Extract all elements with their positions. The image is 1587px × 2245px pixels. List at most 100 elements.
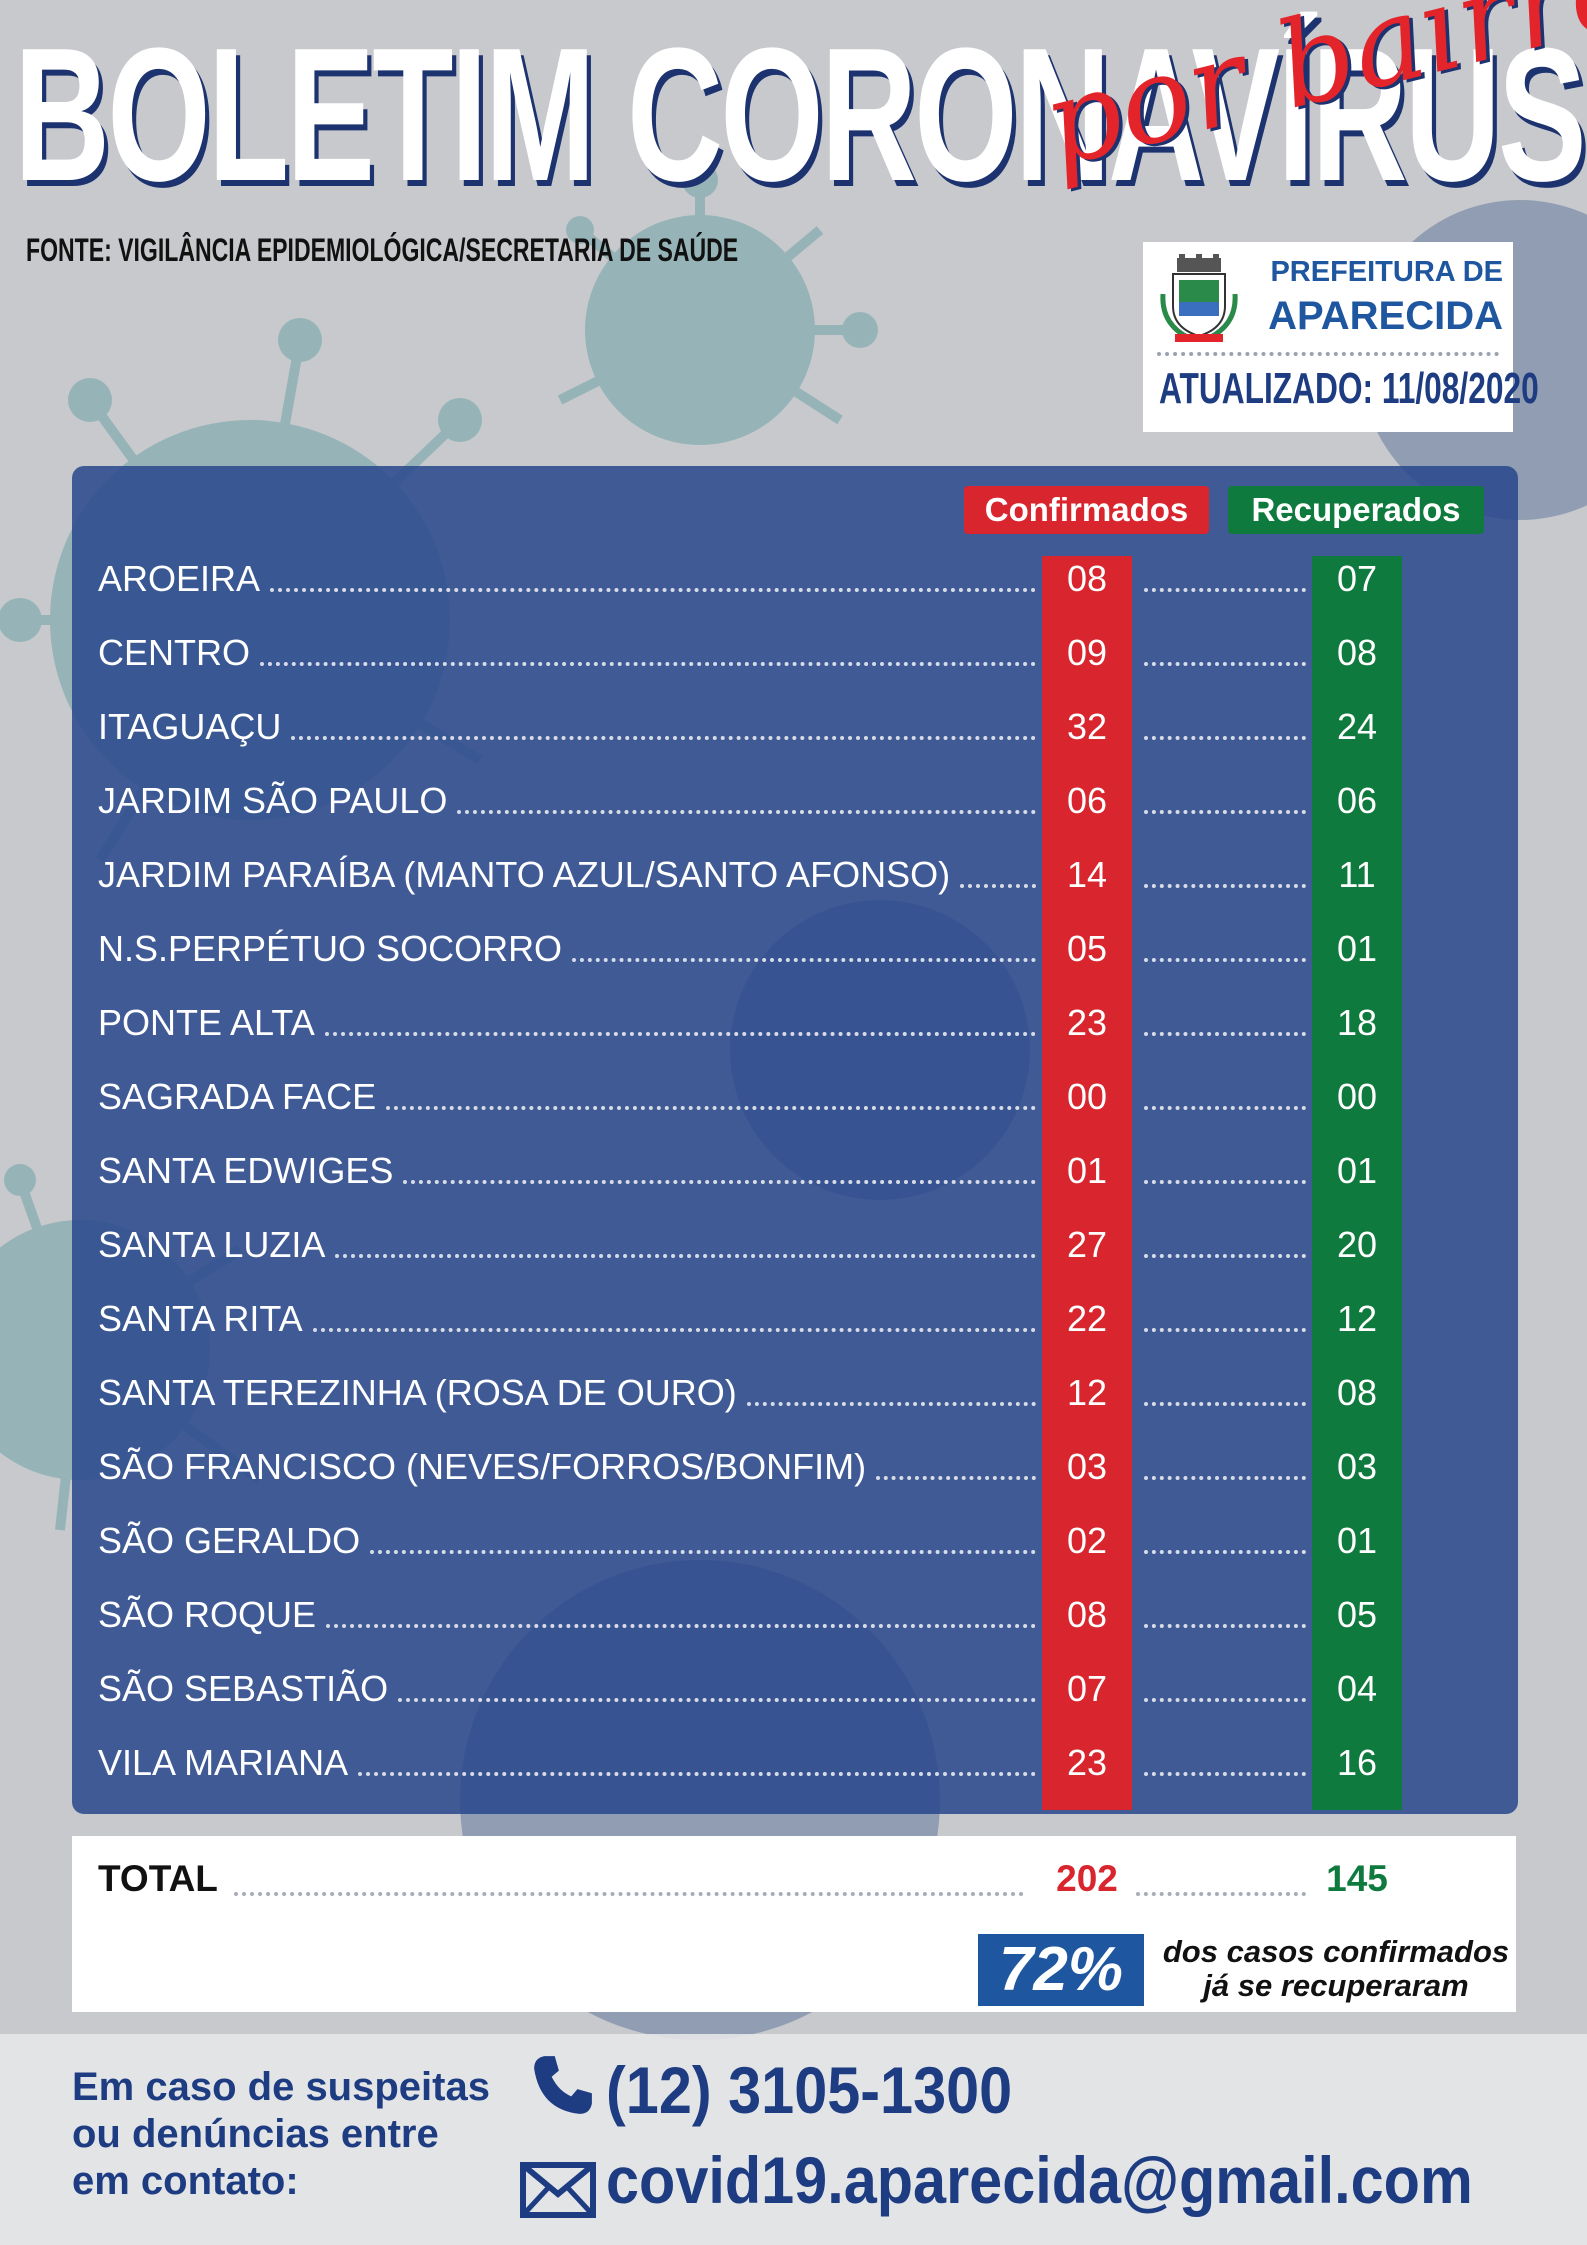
confirmed-count: 23 xyxy=(1066,1002,1108,1043)
total-recovered: 145 xyxy=(1326,1858,1388,1899)
recovery-percent-badge: 72% xyxy=(978,1934,1144,2006)
leader-dots xyxy=(358,1772,1036,1776)
confirmed-count: 27 xyxy=(1066,1224,1108,1265)
table-row: SÃO SEBASTIÃO 07 04 xyxy=(98,1658,1438,1732)
leader-dots xyxy=(335,1254,1036,1258)
leader-dots xyxy=(1144,1550,1306,1554)
recovered-count: 20 xyxy=(1336,1224,1378,1265)
leader-dots xyxy=(572,958,1036,962)
recovered-count: 01 xyxy=(1336,1150,1378,1191)
neighborhood-name: CENTRO xyxy=(98,632,250,673)
neighborhood-name: VILA MARIANA xyxy=(98,1742,349,1783)
recovered-count: 11 xyxy=(1338,854,1376,895)
table-row: AROEIRA 08 07 xyxy=(98,548,1438,622)
neighborhood-name: SÃO ROQUE xyxy=(98,1594,317,1635)
neighborhood-name: SÃO FRANCISCO (NEVES/FORROS/BONFIM) xyxy=(98,1446,867,1487)
leader-dots xyxy=(1144,1032,1306,1036)
recovered-count: 18 xyxy=(1336,1002,1378,1043)
confirmed-count: 07 xyxy=(1066,1668,1108,1709)
confirmed-count: 06 xyxy=(1066,780,1108,821)
leader-dots xyxy=(1144,1328,1306,1332)
recovered-count: 12 xyxy=(1336,1298,1378,1339)
recovered-count: 16 xyxy=(1336,1742,1378,1783)
table-row: N.S.PERPÉTUO SOCORRO 05 01 xyxy=(98,918,1438,992)
envelope-icon xyxy=(520,2162,596,2218)
neighborhood-name: JARDIM PARAÍBA (MANTO AZUL/SANTO AFONSO) xyxy=(98,854,951,895)
neighborhood-name: SÃO GERALDO xyxy=(98,1520,361,1561)
leader-dots xyxy=(1144,884,1306,888)
neighborhood-name: PONTE ALTA xyxy=(98,1002,315,1043)
leader-dots xyxy=(313,1328,1036,1332)
confirmed-count: 08 xyxy=(1066,1594,1108,1635)
recovered-count: 08 xyxy=(1336,632,1378,673)
leader-dots xyxy=(386,1106,1036,1110)
neighborhood-name: SANTA LUZIA xyxy=(98,1224,326,1265)
city-logo-card: PREFEITURA DE APARECIDA ATUALIZADO: 11/0… xyxy=(1143,242,1539,432)
confirmed-count: 02 xyxy=(1066,1520,1108,1561)
leader-dots xyxy=(260,662,1036,666)
confirmed-count: 09 xyxy=(1066,632,1108,673)
recovered-header: Recuperados xyxy=(1228,486,1484,534)
leader-dots xyxy=(747,1402,1036,1406)
recovered-count: 00 xyxy=(1336,1076,1378,1117)
table-row: SANTA EDWIGES 01 01 xyxy=(98,1140,1438,1214)
neighborhood-name: SÃO SEBASTIÃO xyxy=(98,1668,389,1709)
city-name: APARECIDA xyxy=(1268,294,1503,338)
contact-footer: Em caso de suspeitas ou denúncias entre … xyxy=(0,2034,1587,2245)
confirmed-count: 01 xyxy=(1066,1150,1108,1191)
leader-dots xyxy=(1144,1772,1306,1776)
updated-date: ATUALIZADO: 11/08/2020 xyxy=(1159,364,1539,413)
confirmed-count: 08 xyxy=(1066,558,1108,599)
leader-dots xyxy=(960,884,1036,888)
leader-dots xyxy=(403,1180,1036,1184)
leader-dots xyxy=(1144,736,1306,740)
table-row: SANTA LUZIA 27 20 xyxy=(98,1214,1438,1288)
table-row: CENTRO 09 08 xyxy=(98,622,1438,696)
confirmed-count: 12 xyxy=(1066,1372,1108,1413)
leader-dots xyxy=(1144,1106,1306,1110)
total-confirmed: 202 xyxy=(1056,1858,1118,1899)
page-title: BOLETIM CORONAVÍRUS xyxy=(14,9,1587,221)
leader-dots xyxy=(457,810,1036,814)
confirmed-count: 23 xyxy=(1066,1742,1108,1783)
confirmed-column-bar xyxy=(1042,556,1132,1810)
neighborhood-name: AROEIRA xyxy=(98,558,261,599)
confirmed-count: 00 xyxy=(1066,1076,1108,1117)
confirmed-count: 32 xyxy=(1066,706,1108,747)
table-row: SANTA RITA 22 12 xyxy=(98,1288,1438,1362)
table-row: JARDIM PARAÍBA (MANTO AZUL/SANTO AFONSO)… xyxy=(98,844,1438,918)
table-row: SÃO FRANCISCO (NEVES/FORROS/BONFIM) 03 0… xyxy=(98,1436,1438,1510)
neighborhood-name: SANTA TEREZINHA (ROSA DE OURO) xyxy=(98,1372,737,1413)
neighborhood-name: JARDIM SÃO PAULO xyxy=(98,780,448,821)
table-row: SAGRADA FACE 00 00 xyxy=(98,1066,1438,1140)
email-address[interactable]: covid19.aparecida@gmail.com xyxy=(606,2143,1473,2217)
recovered-count: 24 xyxy=(1336,706,1378,747)
leader-dots xyxy=(1144,1180,1306,1184)
recovered-count: 04 xyxy=(1336,1668,1378,1709)
leader-dots xyxy=(1144,1698,1306,1702)
leader-dots xyxy=(1144,810,1306,814)
leader-dots xyxy=(1144,662,1306,666)
table-row: SÃO GERALDO 02 01 xyxy=(98,1510,1438,1584)
leader-dots xyxy=(876,1476,1036,1480)
confirmed-header: Confirmados xyxy=(964,486,1209,534)
total-summary: TOTAL 202 145 72% dos casos confirmados … xyxy=(72,1836,1516,2012)
table-row: JARDIM SÃO PAULO 06 06 xyxy=(98,770,1438,844)
recovered-count: 01 xyxy=(1336,928,1378,969)
neighborhood-name: SANTA EDWIGES xyxy=(98,1150,394,1191)
recovered-count: 08 xyxy=(1336,1372,1378,1413)
confirmed-count: 22 xyxy=(1066,1298,1108,1339)
leader-dots xyxy=(1136,1892,1306,1896)
leader-dots xyxy=(1144,1402,1306,1406)
confirmed-count: 03 xyxy=(1066,1446,1108,1487)
recovered-count: 06 xyxy=(1336,780,1378,821)
leader-dots xyxy=(291,736,1036,740)
table-row: VILA MARIANA 23 16 xyxy=(98,1732,1438,1806)
leader-dots xyxy=(325,1032,1036,1036)
table-row: PONTE ALTA 23 18 xyxy=(98,992,1438,1066)
recovered-count: 05 xyxy=(1336,1594,1378,1635)
total-label: TOTAL xyxy=(98,1858,218,1899)
phone-number[interactable]: (12) 3105-1300 xyxy=(606,2053,1013,2127)
leader-dots xyxy=(1144,958,1306,962)
leader-dots xyxy=(1144,1254,1306,1258)
